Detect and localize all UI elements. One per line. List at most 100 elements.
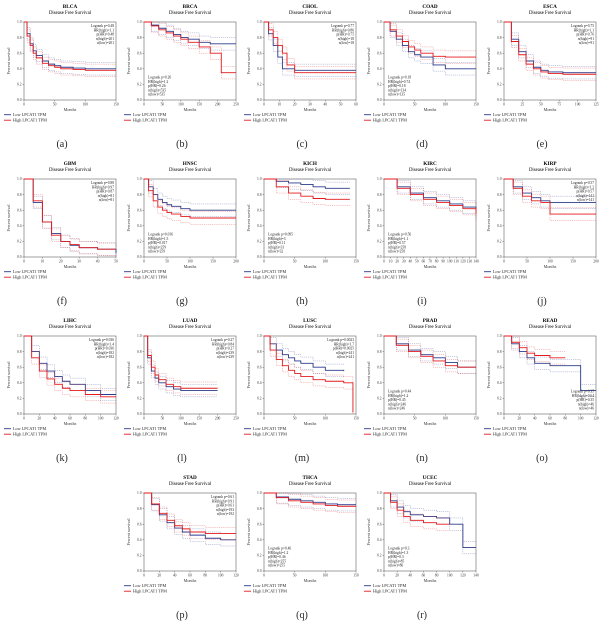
- y-tick-label: 0.0: [137, 255, 142, 259]
- km-panel-hnsc: HNSC Disease Free Survival 0.0 0.2 0.4 0.6 0.8…: [122, 159, 242, 314]
- x-tick-label: 80: [435, 574, 439, 578]
- stat-line: n(low)=86: [388, 564, 403, 568]
- high-tpm-curve: [384, 178, 477, 215]
- stat-line: HR(high)=1.2: [574, 185, 594, 189]
- stat-line: HR(high)=0.86: [332, 28, 354, 32]
- km-panel-thca: THCA Disease Free Survival 0.0 0.2 0.4 0.6 0.8…: [242, 473, 362, 628]
- legend-low-label: Low LPCAT1 TPM: [13, 426, 46, 431]
- stat-line: n(low)=241: [337, 355, 354, 359]
- y-tick-label: 0.8: [497, 193, 502, 197]
- km-panel-esca: ESCA Disease Free Survival 0.0 0.2 0.4 0.6 0.8…: [482, 2, 601, 157]
- legend-high-label: High LPCAT1 TPM: [13, 118, 47, 123]
- y-tick-label: 0.2: [377, 83, 382, 87]
- panel-letter: (k): [56, 453, 68, 464]
- x-tick-label: 80: [564, 417, 568, 421]
- stat-line: Logrank p=0.3: [388, 547, 410, 551]
- stat-line: Logrank p=0.016: [148, 233, 173, 237]
- y-tick-label: 0.6: [257, 208, 262, 212]
- stat-line: n(high)=255: [268, 559, 286, 563]
- panel-letter: (e): [536, 139, 548, 150]
- y-axis-label: Percent survival: [6, 47, 11, 75]
- stat-line: n(low)=182: [97, 355, 114, 359]
- high-tpm-curve: [384, 492, 450, 525]
- y-tick-label: 1.0: [377, 20, 382, 24]
- y-tick-label: 0.8: [17, 350, 22, 354]
- y-tick-label: 0.4: [257, 224, 262, 228]
- confidence-band: [384, 492, 450, 531]
- y-tick-label: 0.2: [377, 554, 382, 558]
- x-tick-label: 100: [83, 103, 89, 107]
- x-tick-label: 130: [467, 260, 473, 264]
- chart-title: LUSC: [303, 318, 317, 324]
- x-tick-label: 20: [518, 417, 522, 421]
- x-tick-label: 0: [143, 417, 145, 421]
- stat-line: HR(high)=1.1: [574, 28, 594, 32]
- plot-frame: [143, 335, 237, 415]
- x-tick-label: 40: [324, 103, 328, 107]
- low-tpm-curve: [384, 21, 476, 70]
- confidence-band: [24, 178, 116, 256]
- legend-low-label: Low LPCAT1 TPM: [13, 269, 46, 274]
- y-tick-label: 0.4: [377, 538, 382, 542]
- x-tick-label: 20: [158, 574, 162, 578]
- x-tick-label: 30: [402, 260, 406, 264]
- x-tick-label: 120: [593, 417, 599, 421]
- y-tick-label: 0.6: [17, 208, 22, 212]
- confidence-band: [504, 335, 596, 385]
- y-tick-label: 0.4: [137, 224, 142, 228]
- x-tick-label: 200: [215, 417, 221, 421]
- x-tick-label: 150: [113, 103, 119, 107]
- stat-line: n(high)=46: [578, 402, 594, 406]
- stat-line: n(low)=255: [268, 564, 285, 568]
- stat-line: p(HR)=0.75: [337, 33, 355, 37]
- stat-line: p(HR)=0.27: [217, 347, 235, 351]
- y-tick-label: 0.0: [17, 98, 22, 102]
- confidence-band: [144, 492, 236, 540]
- low-tpm-curve: [264, 492, 356, 506]
- y-tick-label: 0.2: [257, 83, 262, 87]
- stat-line: Logrank p=0.35: [571, 390, 594, 394]
- x-axis-label: Months: [304, 107, 317, 112]
- x-tick-label: 150: [473, 417, 479, 421]
- y-tick-label: 0.6: [377, 522, 382, 526]
- y-axis-label: Percent survival: [6, 361, 11, 389]
- x-axis-label: Months: [424, 107, 437, 112]
- x-tick-label: 0: [383, 417, 385, 421]
- stat-line: n(high)=31: [268, 245, 284, 249]
- legend-high-label: High LPCAT1 TPM: [133, 118, 167, 123]
- x-axis-label: Months: [64, 107, 77, 112]
- y-tick-label: 0.4: [377, 381, 382, 385]
- high-tpm-curve: [144, 178, 236, 219]
- chart-subtitle: Disease Free Survival: [169, 168, 212, 173]
- legend-low-label: Low LPCAT1 TPM: [373, 426, 406, 431]
- y-axis-label: Percent survival: [126, 361, 131, 389]
- km-panel-brca: BRCA Disease Free Survival 0.0 0.2 0.4 0.6 0.8…: [122, 2, 242, 157]
- km-panel-chol: CHOL Disease Free Survival 0.0 0.2 0.4 0.6 0.8…: [242, 2, 362, 157]
- low-tpm-curve: [144, 21, 236, 45]
- y-tick-label: 0.6: [137, 51, 142, 55]
- y-tick-label: 0.4: [17, 67, 22, 71]
- panel-letter: (f): [57, 296, 67, 307]
- y-tick-label: 0.8: [137, 507, 142, 511]
- x-tick-label: 0: [263, 417, 265, 421]
- x-tick-label: 100: [323, 417, 329, 421]
- km-panel-read: READ Disease Free Survival 0.0 0.2 0.4 0.6 0.8…: [482, 316, 601, 471]
- x-axis-label: Months: [544, 107, 557, 112]
- confidence-band: [24, 21, 116, 65]
- high-tpm-curve: [504, 21, 596, 75]
- legend-high-label: High LPCAT1 TPM: [13, 432, 47, 437]
- y-tick-label: 1.0: [17, 20, 22, 24]
- x-tick-label: 40: [408, 574, 412, 578]
- chart-subtitle: Disease Free Survival: [409, 11, 452, 16]
- legend-low-label: Low LPCAT1 TPM: [253, 583, 286, 588]
- chart-title: KIRC: [423, 161, 437, 167]
- y-tick-label: 0.2: [497, 397, 502, 401]
- x-axis-label: Months: [64, 421, 77, 426]
- x-tick-label: 100: [447, 574, 453, 578]
- stat-line: p(HR)=0.45: [388, 398, 406, 402]
- y-tick-label: 0.0: [17, 412, 22, 416]
- x-tick-label: 50: [293, 574, 297, 578]
